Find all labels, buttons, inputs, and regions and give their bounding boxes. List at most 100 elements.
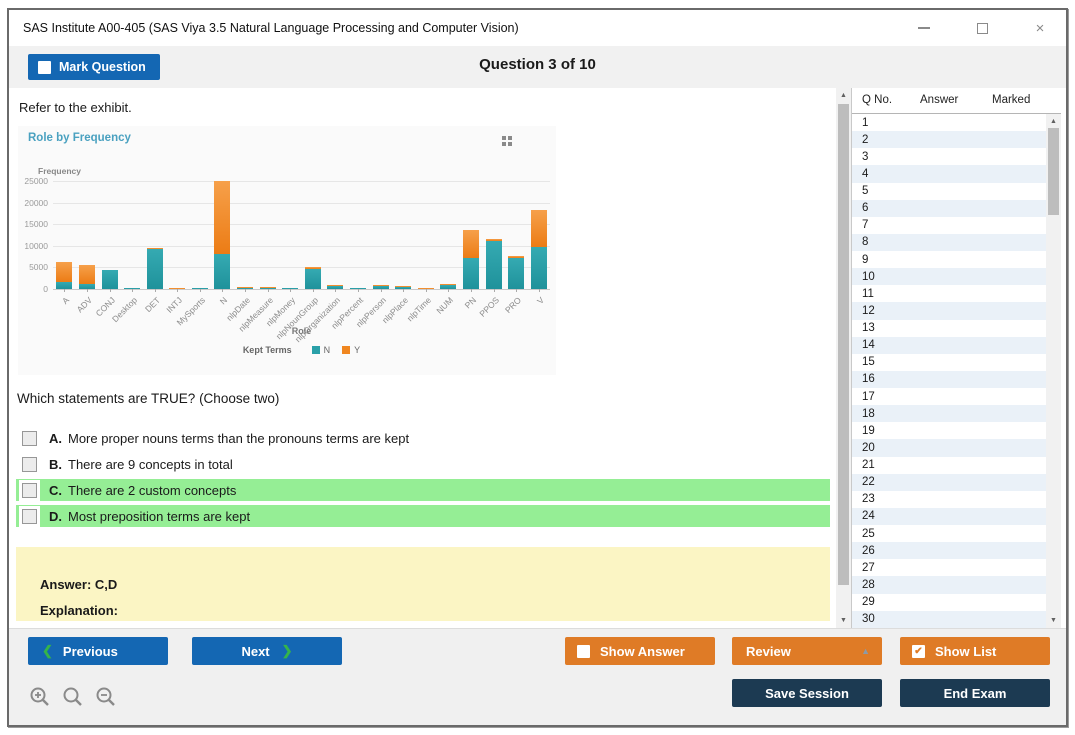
show-answer-checkbox[interactable] (577, 644, 590, 658)
question-row-12[interactable]: 12 (852, 302, 1046, 320)
window-title: SAS Institute A00-405 (SAS Viya 3.5 Natu… (23, 21, 519, 35)
x-tick-mark (64, 289, 66, 292)
option-text: More proper nouns terms than the pronoun… (68, 430, 410, 446)
question-row-17[interactable]: 17 (852, 388, 1046, 405)
x-tick-mark (470, 289, 472, 292)
option-checkbox[interactable] (22, 482, 37, 498)
review-label: Review (746, 643, 791, 659)
scroll-up-icon[interactable]: ▲ (1050, 118, 1057, 125)
bar-segment-n (327, 286, 344, 289)
bar-CONJ (101, 269, 118, 289)
chart-legend: Kept Terms N Y (53, 345, 550, 355)
option-row-d[interactable]: D. Most preposition terms are kept (16, 505, 830, 527)
question-row-20[interactable]: 20 (852, 439, 1046, 457)
zoom-out-icon[interactable] (94, 685, 118, 709)
question-content: Refer to the exhibit. Role by Frequency … (9, 88, 836, 628)
bar-A (56, 261, 73, 289)
question-row-2[interactable]: 2 (852, 131, 1046, 149)
option-row-a[interactable]: A. More proper nouns terms than the prono… (16, 427, 830, 449)
question-row-28[interactable]: 28 (852, 576, 1046, 594)
question-row-13[interactable]: 13 (852, 320, 1046, 337)
bar-segment-y (327, 285, 344, 287)
question-row-26[interactable]: 26 (852, 542, 1046, 560)
question-row-21[interactable]: 21 (852, 457, 1046, 474)
review-dropdown[interactable]: Review ▲ (732, 637, 882, 665)
bar-segment-y (169, 287, 186, 289)
zoom-reset-icon[interactable] (61, 685, 85, 709)
question-row-5[interactable]: 5 (852, 183, 1046, 200)
question-row-7[interactable]: 7 (852, 217, 1046, 234)
question-row-22[interactable]: 22 (852, 473, 1046, 491)
question-row-23[interactable]: 23 (852, 491, 1046, 508)
option-letter: D. (49, 508, 62, 524)
expand-icon[interactable] (502, 136, 512, 146)
question-list-scrollbar-thumb[interactable] (1048, 128, 1059, 215)
question-row-24[interactable]: 24 (852, 507, 1046, 525)
bar-segment-y (304, 266, 321, 270)
minimize-button[interactable] (916, 20, 932, 36)
next-button[interactable]: Next ❯ (192, 637, 342, 665)
mark-question-checkbox[interactable] (38, 60, 51, 74)
bar-segment-n (101, 270, 118, 289)
save-session-button[interactable]: Save Session (732, 679, 882, 707)
option-row-b[interactable]: B. There are 9 concepts in total (16, 453, 830, 475)
scroll-down-icon[interactable]: ▼ (1050, 617, 1057, 624)
show-list-checkbox[interactable]: ✔ (912, 644, 925, 658)
bar-N (214, 181, 231, 289)
question-row-4[interactable]: 4 (852, 165, 1046, 183)
app-window: SAS Institute A00-405 (SAS Viya 3.5 Natu… (7, 8, 1068, 727)
question-row-6[interactable]: 6 (852, 199, 1046, 217)
show-list-button[interactable]: ✔ Show List (900, 637, 1050, 665)
question-number: 25 (862, 527, 875, 540)
option-text: There are 2 custom concepts (68, 482, 237, 498)
x-tick-mark (222, 289, 224, 292)
bar-DET (146, 248, 163, 289)
maximize-button[interactable] (974, 20, 990, 36)
mark-question-button[interactable]: Mark Question (28, 54, 160, 80)
bar-segment-n (440, 284, 457, 289)
question-number: 26 (862, 544, 875, 557)
option-checkbox[interactable] (22, 430, 37, 446)
question-row-29[interactable]: 29 (852, 594, 1046, 611)
bar-segment-n (214, 253, 231, 289)
option-row-c[interactable]: C. There are 2 custom concepts (16, 479, 830, 501)
question-number: 8 (862, 236, 869, 249)
question-number: 28 (862, 578, 875, 591)
question-list-scrollbar[interactable]: ▲ ▼ (1046, 114, 1061, 628)
question-row-14[interactable]: 14 (852, 336, 1046, 354)
question-row-15[interactable]: 15 (852, 354, 1046, 371)
content-scrollbar-thumb[interactable] (838, 104, 849, 585)
scroll-up-icon[interactable]: ▲ (840, 92, 847, 99)
question-row-25[interactable]: 25 (852, 525, 1046, 542)
question-row-16[interactable]: 16 (852, 370, 1046, 388)
chart-title: Role by Frequency (28, 132, 131, 144)
previous-label: Previous (62, 643, 118, 659)
show-answer-button[interactable]: Show Answer (565, 637, 715, 665)
scroll-down-icon[interactable]: ▼ (840, 617, 847, 624)
previous-button[interactable]: ❮ Previous (28, 637, 168, 665)
content-scrollbar[interactable]: ▲ ▼ (836, 88, 851, 628)
chevron-right-icon: ❯ (281, 643, 293, 658)
question-row-10[interactable]: 10 (852, 268, 1046, 286)
question-row-27[interactable]: 27 (852, 559, 1046, 576)
column-qno: Q No. (862, 94, 893, 106)
option-checkbox[interactable] (22, 508, 37, 524)
question-row-18[interactable]: 18 (852, 405, 1046, 423)
question-row-8[interactable]: 8 (852, 233, 1046, 251)
bar-PRO (508, 256, 525, 289)
x-tick-mark (177, 289, 179, 292)
question-row-3[interactable]: 3 (852, 148, 1046, 165)
zoom-in-icon[interactable] (28, 685, 52, 709)
bar-Desktop (124, 288, 141, 289)
question-row-30[interactable]: 30 (852, 610, 1046, 628)
question-row-11[interactable]: 11 (852, 285, 1046, 302)
question-number: 9 (862, 253, 869, 266)
close-button[interactable]: × (1035, 19, 1045, 37)
question-row-19[interactable]: 19 (852, 422, 1046, 439)
end-exam-button[interactable]: End Exam (900, 679, 1050, 707)
option-checkbox[interactable] (22, 456, 37, 472)
x-tick-mark (516, 289, 518, 292)
gridline (53, 202, 550, 204)
question-row-9[interactable]: 9 (852, 251, 1046, 268)
question-row-1[interactable]: 1 (852, 114, 1046, 131)
